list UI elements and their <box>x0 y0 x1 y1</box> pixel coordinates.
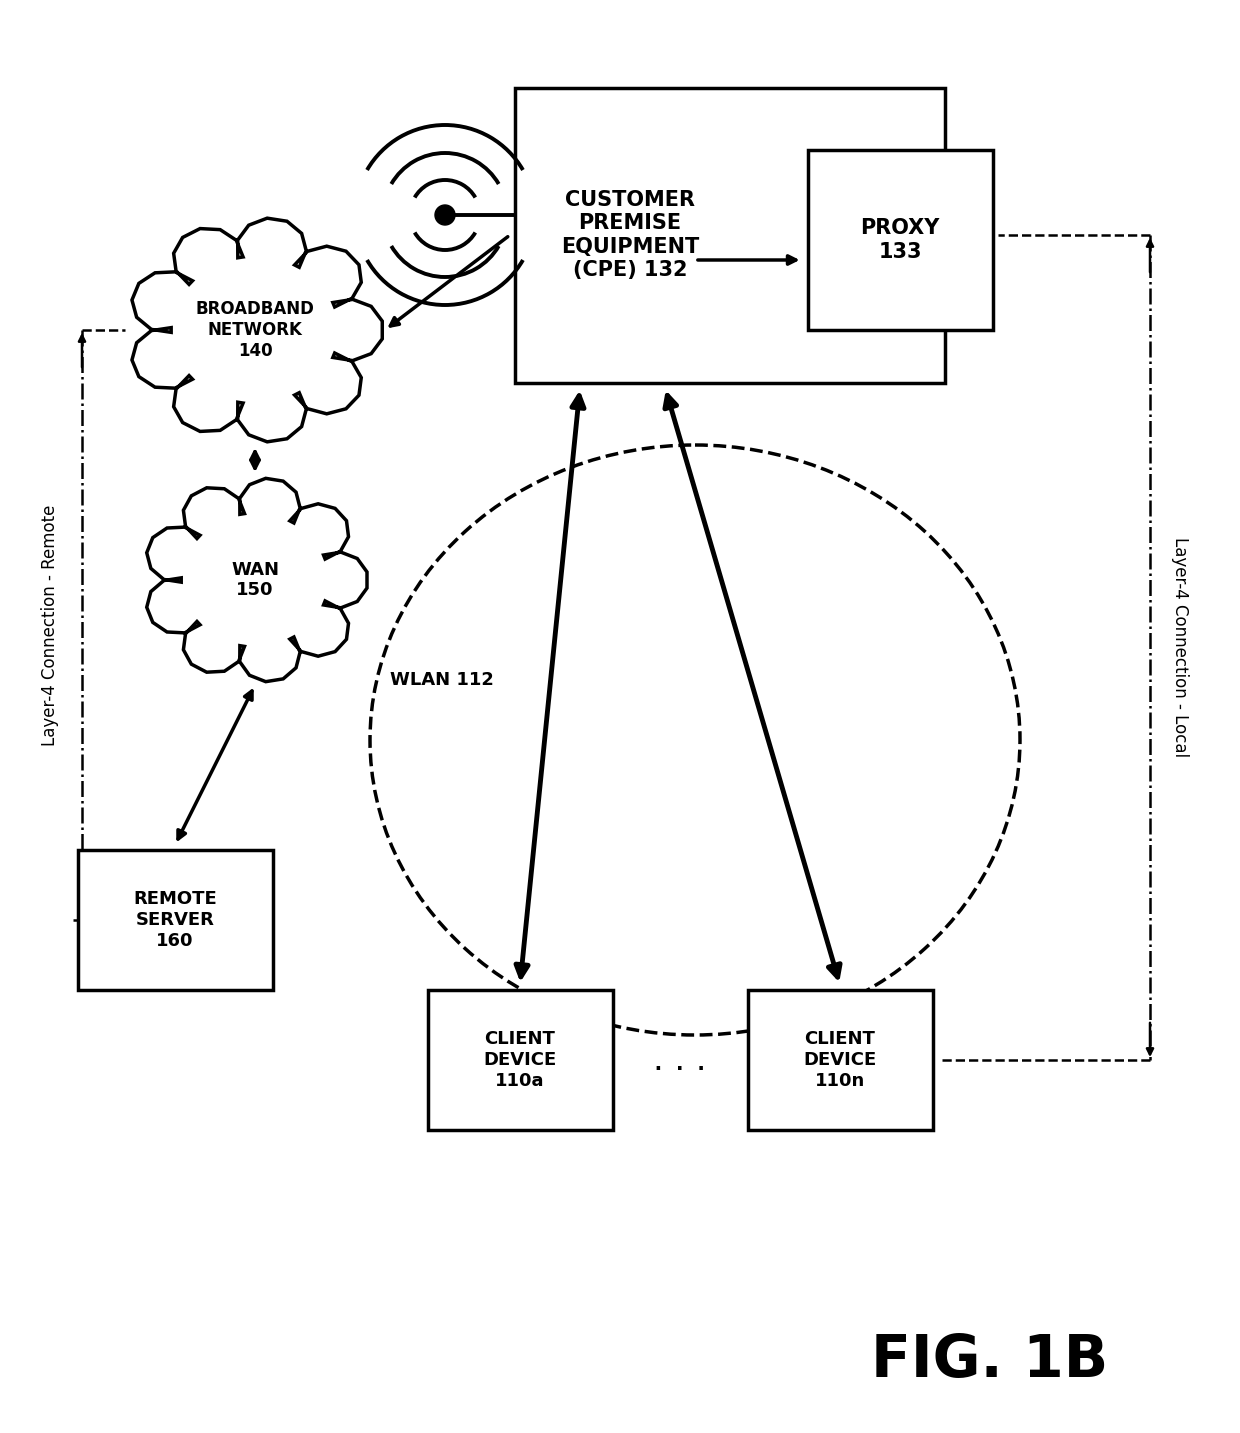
Bar <box>807 150 992 330</box>
Text: WAN
150: WAN 150 <box>231 560 279 599</box>
Text: CUSTOMER
PREMISE
EQUIPMENT
(CPE) 132: CUSTOMER PREMISE EQUIPMENT (CPE) 132 <box>560 191 699 279</box>
Bar <box>515 87 945 383</box>
Text: CLIENT
DEVICE
110n: CLIENT DEVICE 110n <box>804 1030 877 1091</box>
Text: Layer-4 Connection - Local: Layer-4 Connection - Local <box>1171 537 1189 758</box>
Text: BROADBAND
NETWORK
140: BROADBAND NETWORK 140 <box>196 299 315 360</box>
Text: FIG. 1B: FIG. 1B <box>872 1331 1109 1389</box>
Text: . . .: . . . <box>653 1043 707 1076</box>
Text: REMOTE
SERVER
160: REMOTE SERVER 160 <box>133 890 217 950</box>
Text: PROXY
133: PROXY 133 <box>861 218 940 262</box>
Circle shape <box>435 205 455 225</box>
PathPatch shape <box>146 479 367 682</box>
Text: CLIENT
DEVICE
110a: CLIENT DEVICE 110a <box>484 1030 557 1091</box>
PathPatch shape <box>131 218 382 441</box>
Bar <box>77 850 273 990</box>
Text: WLAN 112: WLAN 112 <box>391 671 494 689</box>
Text: Layer-4 Connection - Remote: Layer-4 Connection - Remote <box>41 504 60 745</box>
Bar <box>428 990 613 1131</box>
Bar <box>748 990 932 1131</box>
